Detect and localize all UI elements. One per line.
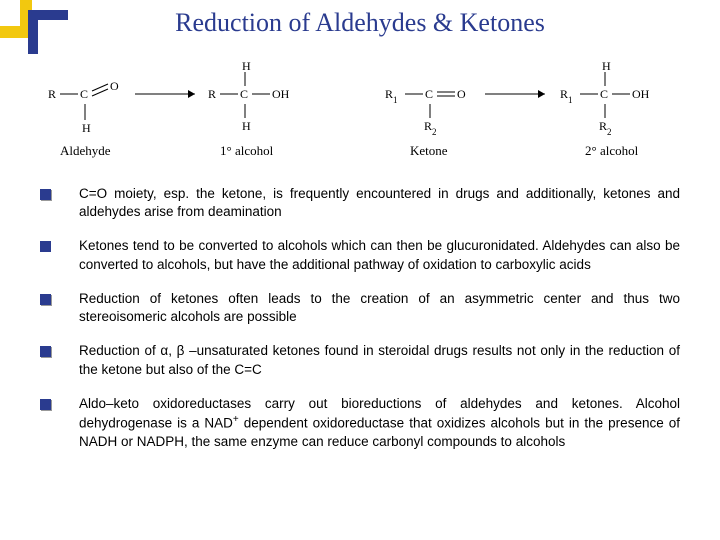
svg-text:OH: OH — [272, 87, 290, 101]
svg-text:R2: R2 — [599, 119, 612, 137]
svg-text:H: H — [602, 60, 611, 73]
bullet-text: Aldo–keto oxidoreductases carry out bior… — [79, 395, 680, 451]
svg-text:OH: OH — [632, 87, 650, 101]
bullet-text: Reduction of α, β –unsaturated ketones f… — [79, 342, 680, 378]
svg-text:R: R — [48, 87, 56, 101]
bullet-list: C=O moiety, esp. the ketone, is frequent… — [40, 185, 680, 467]
svg-text:H: H — [82, 121, 91, 135]
bullet-item: Aldo–keto oxidoreductases carry out bior… — [40, 395, 680, 451]
bullet-icon — [40, 346, 51, 357]
svg-text:R1: R1 — [385, 87, 398, 105]
svg-text:R2: R2 — [424, 119, 437, 137]
bullet-text: Ketones tend to be converted to alcohols… — [79, 237, 680, 273]
bullet-item: Reduction of α, β –unsaturated ketones f… — [40, 342, 680, 378]
bullet-text: C=O moiety, esp. the ketone, is frequent… — [79, 185, 680, 221]
slide-title: Reduction of Aldehydes & Ketones — [0, 8, 720, 38]
ketone-label: Ketone — [410, 143, 448, 158]
svg-text:R1: R1 — [560, 87, 573, 105]
bullet-icon — [40, 399, 51, 410]
svg-text:O: O — [110, 79, 119, 93]
bullet-icon — [40, 241, 51, 252]
bullet-text: Reduction of ketones often leads to the … — [79, 290, 680, 326]
svg-text:C: C — [240, 87, 248, 101]
svg-text:H: H — [242, 60, 251, 73]
bullet-icon — [40, 189, 51, 200]
svg-text:C: C — [425, 87, 433, 101]
svg-text:O: O — [457, 87, 466, 101]
primary-alcohol-label: 1° alcohol — [220, 143, 274, 158]
bullet-item: Ketones tend to be converted to alcohols… — [40, 237, 680, 273]
svg-text:C: C — [600, 87, 608, 101]
aldehyde-label: Aldehyde — [60, 143, 111, 158]
bullet-item: C=O moiety, esp. the ketone, is frequent… — [40, 185, 680, 221]
bullet-icon — [40, 294, 51, 305]
svg-text:H: H — [242, 119, 251, 133]
svg-text:R: R — [208, 87, 216, 101]
secondary-alcohol-label: 2° alcohol — [585, 143, 639, 158]
reaction-schemes: R C O H Aldehyde R C OH H H 1° alcohol R… — [30, 60, 690, 170]
svg-text:C: C — [80, 87, 88, 101]
bullet-item: Reduction of ketones often leads to the … — [40, 290, 680, 326]
